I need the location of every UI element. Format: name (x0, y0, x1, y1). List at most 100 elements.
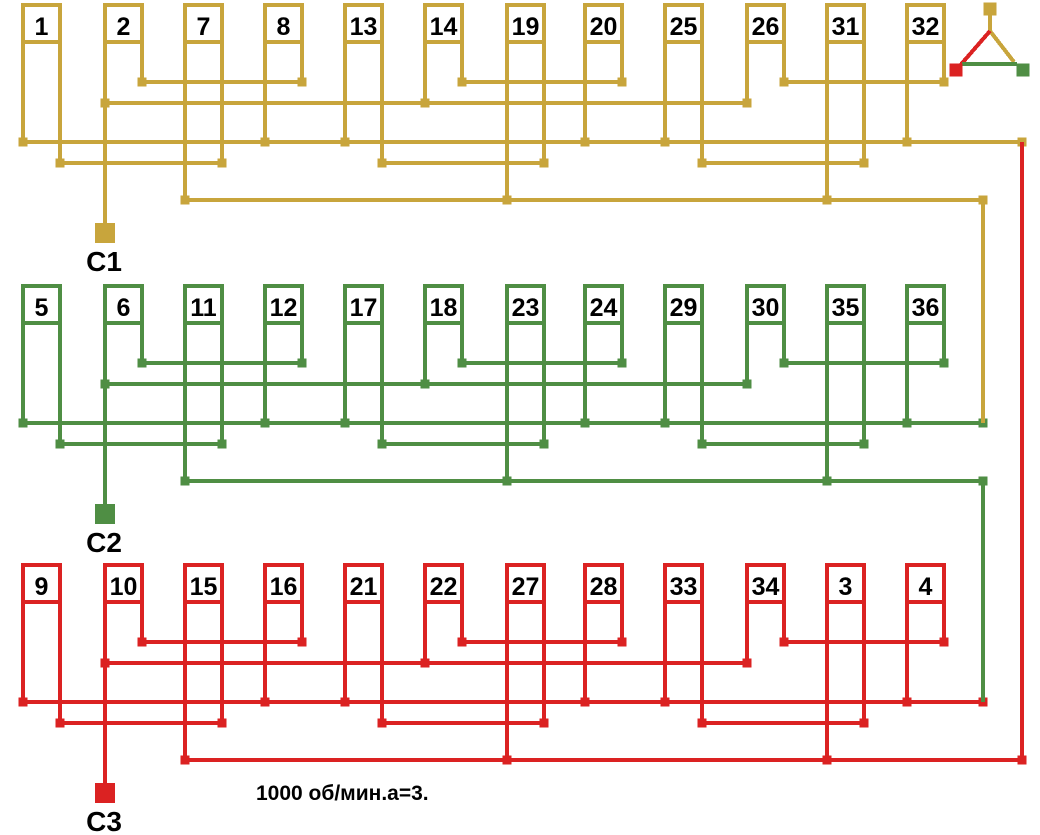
junction-dot (340, 137, 350, 147)
slot-number: 15 (190, 573, 218, 601)
slot-number: 24 (590, 294, 618, 322)
junction-dot (180, 476, 190, 486)
junction-dot (55, 439, 65, 449)
coil-box (905, 3, 946, 44)
junction-dot (697, 439, 707, 449)
slot-number: 33 (670, 573, 698, 601)
coil-box (423, 563, 464, 604)
coil-box (745, 3, 786, 44)
phase-group-C1: 1 2 7 8 13 14 19 20 25 26 31 32 C1 (18, 3, 1027, 277)
junction-dot (180, 755, 190, 765)
junction-dot (697, 718, 707, 728)
junction-dot (742, 98, 752, 108)
junction-dot (697, 158, 707, 168)
slot-number: 8 (277, 13, 291, 41)
junction-dot (55, 718, 65, 728)
junction-dot (822, 476, 832, 486)
slot-number: 14 (430, 13, 458, 41)
slot-number: 36 (912, 294, 940, 322)
coil-box (825, 3, 866, 44)
coil-box (183, 3, 224, 44)
coil-box (905, 284, 946, 325)
junction-dot (18, 418, 28, 428)
slot-number: 16 (270, 573, 298, 601)
slot-number: 11 (190, 294, 217, 322)
junction-dot (377, 439, 387, 449)
delta-side-line (988, 29, 1016, 64)
coil-box (505, 563, 546, 604)
coil-box (183, 284, 224, 325)
junction-dot (180, 195, 190, 205)
junction-dot (742, 658, 752, 668)
slot-number: 27 (512, 573, 540, 601)
slot-number: 28 (590, 573, 618, 601)
junction-dot (502, 476, 512, 486)
junction-dot (420, 658, 430, 668)
junction-dot (100, 98, 110, 108)
junction-dot (137, 77, 147, 87)
coil-box (263, 563, 304, 604)
delta-terminal-square (1016, 63, 1030, 77)
junction-dot (859, 158, 869, 168)
junction-dot (939, 77, 949, 87)
junction-dot (539, 158, 549, 168)
junction-dot (742, 379, 752, 389)
junction-dot (779, 77, 789, 87)
junction-dot (779, 637, 789, 647)
slot-number: 10 (110, 573, 138, 601)
phase-group-C3: 9 10 15 16 21 22 27 28 33 34 3 4C3 (18, 563, 1027, 835)
slot-number: 30 (752, 294, 780, 322)
slot-number: 20 (590, 13, 618, 41)
junction-dot (137, 637, 147, 647)
junction-dot (340, 418, 350, 428)
slot-number: 1 (35, 13, 49, 41)
junction-dot (822, 755, 832, 765)
junction-dot (859, 718, 869, 728)
delta-terminal-square (949, 63, 963, 77)
coil-box (583, 563, 624, 604)
junction-dot (420, 98, 430, 108)
coil-box (263, 3, 304, 44)
junction-dot (660, 137, 670, 147)
terminal-square-C1 (95, 223, 115, 243)
slot-number: 17 (350, 294, 378, 322)
coil-box (423, 284, 464, 325)
slot-number: 3 (839, 573, 853, 601)
coil-box (343, 563, 384, 604)
slot-number: 5 (35, 294, 49, 322)
junction-dot (580, 697, 590, 707)
junction-dot (100, 658, 110, 668)
junction-dot (377, 158, 387, 168)
junction-dot (779, 358, 789, 368)
slot-number: 19 (512, 13, 540, 41)
junction-dot (539, 439, 549, 449)
coil-box (423, 3, 464, 44)
slot-number: 35 (832, 294, 860, 322)
phase-link-lines (981, 142, 1024, 760)
coil-box (745, 563, 786, 604)
junction-dot (502, 755, 512, 765)
junction-dot (660, 697, 670, 707)
terminal-label-C1: C1 (86, 246, 122, 277)
junction-dot (457, 77, 467, 87)
slot-number: 12 (270, 294, 298, 322)
junction-dot (902, 418, 912, 428)
junction-dot (217, 439, 227, 449)
junction-dot (939, 358, 949, 368)
junction-dot (340, 697, 350, 707)
junction-dot (822, 195, 832, 205)
coil-box (825, 563, 866, 604)
junction-dot (217, 158, 227, 168)
terminal-square-C2 (95, 504, 115, 524)
junction-dot (457, 637, 467, 647)
slot-number: 6 (117, 294, 131, 322)
coil-box (505, 284, 546, 325)
slot-number: 13 (350, 13, 378, 41)
coil-box (21, 3, 62, 44)
junction-dot (137, 358, 147, 368)
junction-dot (902, 697, 912, 707)
slot-number: 32 (912, 13, 940, 41)
delta-connection-icon (949, 2, 1030, 77)
slot-number: 21 (350, 573, 378, 601)
slot-number: 7 (197, 13, 211, 41)
